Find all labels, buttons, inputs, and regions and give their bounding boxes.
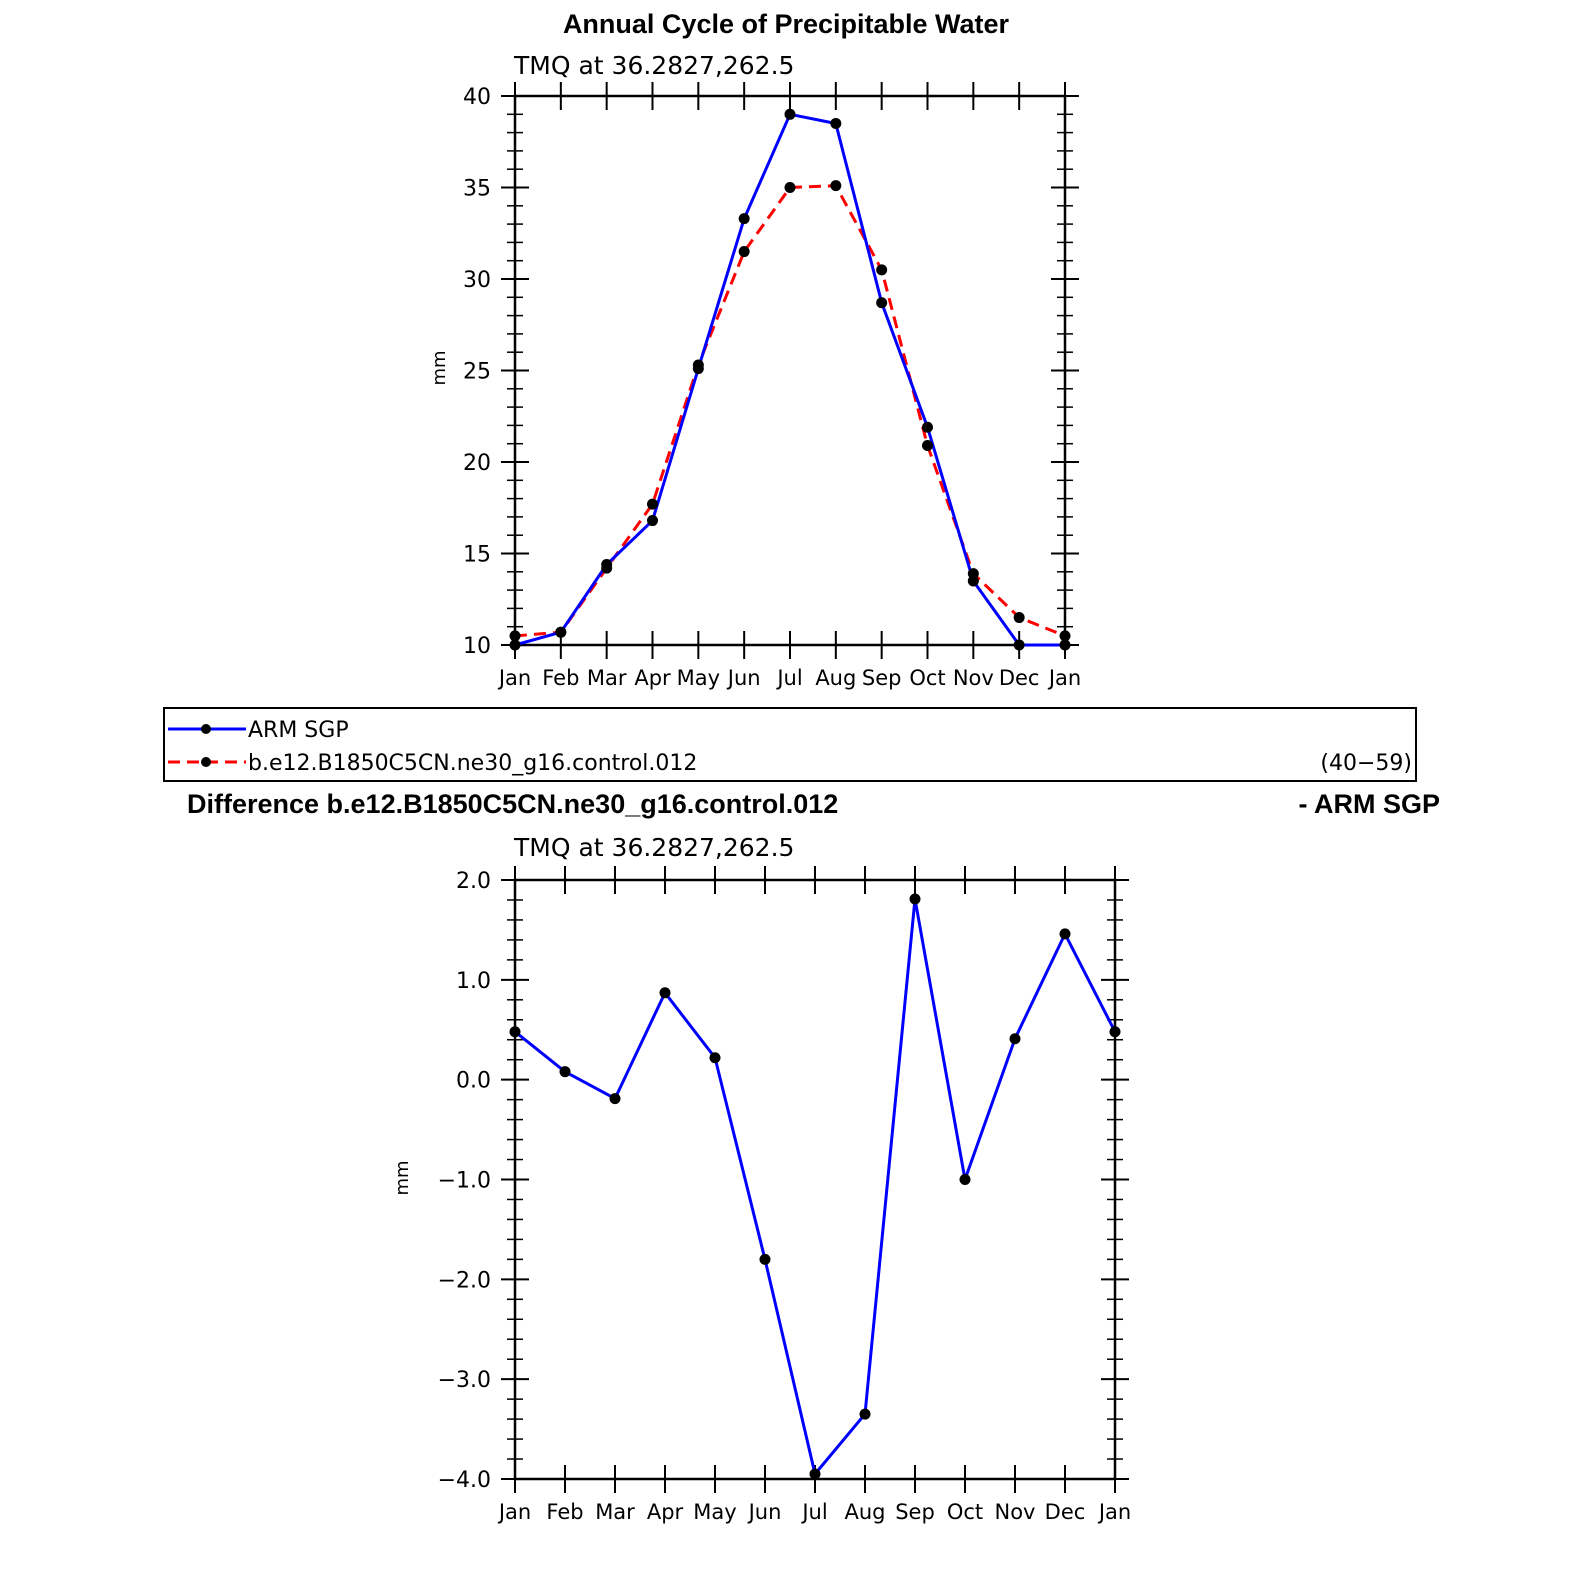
- chart1-plot: Jan Feb Mar Apr May Jun Jul Aug Sep Oct Nov Dec Jan1…: [463, 82, 1081, 690]
- legend-marker-model: [201, 757, 211, 767]
- chart1-frame: [513, 94, 1067, 647]
- chart1-xtick-label: Jul: [775, 666, 802, 690]
- chart1-xtick-label: Oct: [909, 666, 945, 690]
- chart2-xtick-label: Jan: [497, 1500, 531, 1524]
- chart2-series-0-point: [959, 1174, 971, 1185]
- chart1-ytick-label: 35: [463, 177, 491, 202]
- chart1-ylabel: mm: [429, 350, 450, 385]
- chart2-ytick-label: −3.0: [438, 1368, 491, 1393]
- chart2-xtick-label: Sep: [895, 1500, 935, 1524]
- chart1-ytick-label: 30: [463, 268, 491, 293]
- chart1-ytick-label: 40: [463, 85, 491, 110]
- chart2-series-0-point: [1009, 1033, 1021, 1045]
- chart2-series-0-point: [809, 1468, 821, 1480]
- chart1-series-1-point: [1059, 630, 1071, 642]
- chart1-series-1-point: [1013, 612, 1025, 624]
- chart2-xtick-label: Oct: [947, 1500, 983, 1524]
- chart2-ylabel: mm: [392, 1160, 413, 1195]
- chart1-series-1-point: [922, 440, 933, 452]
- chart1-subtitle: TMQ at 36.2827,262.5: [513, 51, 794, 80]
- chart2-xtick-label: Mar: [595, 1500, 635, 1524]
- chart2-xtick-label: Jun: [747, 1500, 782, 1524]
- chart1-series-1-point: [967, 568, 979, 580]
- legend-entry-model: b.e12.B1850C5CN.ne30_g16.control.012: [168, 751, 697, 776]
- chart2-series-0-point: [609, 1093, 621, 1105]
- chart2-ytick-label: 0.0: [456, 1069, 491, 1094]
- chart2-xtick-label: Feb: [546, 1500, 583, 1524]
- chart1-xtick-label: Dec: [999, 666, 1040, 690]
- chart1-series-0-point: [509, 639, 521, 651]
- chart1-xtick-label: Jun: [726, 666, 761, 690]
- chart1-xtick-label: May: [677, 666, 720, 690]
- chart2-xtick-label: Dec: [1045, 1500, 1086, 1524]
- chart1-series-0-point: [1059, 639, 1071, 651]
- chart1-xtick-label: Mar: [587, 666, 627, 690]
- chart2-series-0-point: [659, 987, 671, 999]
- chart2-xtick-label: May: [693, 1500, 736, 1524]
- chart2-series-0-point: [1059, 928, 1071, 940]
- chart1-series-1-point: [738, 246, 750, 258]
- chart2-plot: Jan Feb Mar Apr May Jun Jul Aug Sep Oct Nov Dec Jan−…: [438, 866, 1131, 1524]
- chart1-series-1-line: [514, 184, 1066, 638]
- chart1-series-0-point: [876, 297, 888, 309]
- chart1-ytick-label: 10: [463, 634, 491, 659]
- chart2-ytick-label: −2.0: [438, 1268, 491, 1293]
- chart2-ytick-label: 2.0: [456, 869, 491, 894]
- chart2-series-0-point: [1109, 1026, 1121, 1038]
- legend-box: [163, 707, 1417, 782]
- legend-entry-arm-sgp: ARM SGP: [168, 718, 349, 743]
- chart1-xtick-label: Nov: [953, 666, 994, 690]
- chart2-xtick-label: Apr: [647, 1500, 684, 1524]
- chart1-series-0-point: [738, 213, 750, 225]
- chart1-xtick-label: Jan: [497, 666, 531, 690]
- chart2-series-0-line: [514, 897, 1117, 1476]
- chart1-ytick-label: 20: [463, 451, 491, 476]
- chart1-series-1-point: [555, 626, 567, 638]
- chart1-series-1-point: [647, 498, 658, 510]
- legend: ARM SGP b.e12.B1850C5CN.ne30_g16.control…: [163, 707, 1417, 782]
- chart2-xtick-label: Jul: [800, 1500, 827, 1524]
- chart2-series-0-point: [759, 1253, 771, 1265]
- chart1-ytick-label: 15: [463, 543, 491, 568]
- chart2-series-0-point: [559, 1066, 571, 1078]
- chart1-series-1-point: [784, 182, 796, 193]
- chart1-series-0-point: [830, 117, 842, 129]
- chart2-ytick-label: −1.0: [438, 1169, 491, 1194]
- chart2-xtick-label: Aug: [844, 1500, 885, 1524]
- legend-label-arm-sgp: ARM SGP: [248, 718, 349, 743]
- legend-label-model: b.e12.B1850C5CN.ne30_g16.control.012: [248, 751, 697, 776]
- legend-years: (40−59): [1320, 751, 1412, 776]
- chart1-series-1-point: [601, 562, 613, 574]
- chart1-xtick-label: Apr: [634, 666, 671, 690]
- chart2-series-0-point: [709, 1052, 721, 1064]
- chart2-xtick-label: Jan: [1097, 1500, 1131, 1524]
- chart1-xtick-label: Sep: [862, 666, 902, 690]
- chart1-series-0-point: [647, 515, 658, 527]
- chart1-series-1-point: [509, 630, 521, 642]
- chart2-title-right: - ARM SGP: [1299, 789, 1441, 819]
- chart2-series-0-point: [509, 1026, 521, 1038]
- chart1-series-0-point: [784, 108, 796, 120]
- chart1-ytick-label: 25: [463, 360, 491, 385]
- chart1-title: Annual Cycle of Precipitable Water: [563, 9, 1010, 39]
- chart2-title-left: Difference b.e12.B1850C5CN.ne30_g16.cont…: [187, 789, 838, 819]
- chart1-xtick-label: Aug: [815, 666, 856, 690]
- chart1-series-0-line: [514, 112, 1065, 647]
- chart2-series-0-point: [859, 1408, 871, 1420]
- chart2-ytick-label: −4.0: [438, 1468, 491, 1493]
- chart2-subtitle: TMQ at 36.2827,262.5: [513, 833, 794, 862]
- chart1-xtick-label: Feb: [542, 666, 579, 690]
- chart1-xtick-label: Jan: [1047, 666, 1081, 690]
- chart1-series-1-point: [876, 264, 888, 276]
- chart1-series-0-point: [922, 421, 933, 433]
- chart2-xtick-label: Nov: [995, 1500, 1036, 1524]
- chart2-frame: [513, 878, 1117, 1481]
- chart1-series-1-point: [830, 180, 842, 192]
- chart1-series-1-point: [692, 359, 704, 371]
- chart2-ytick-label: 1.0: [456, 969, 491, 994]
- chart1-series-0-point: [1013, 639, 1025, 651]
- legend-marker-arm-sgp: [201, 724, 211, 734]
- chart2-series-0-point: [909, 893, 921, 905]
